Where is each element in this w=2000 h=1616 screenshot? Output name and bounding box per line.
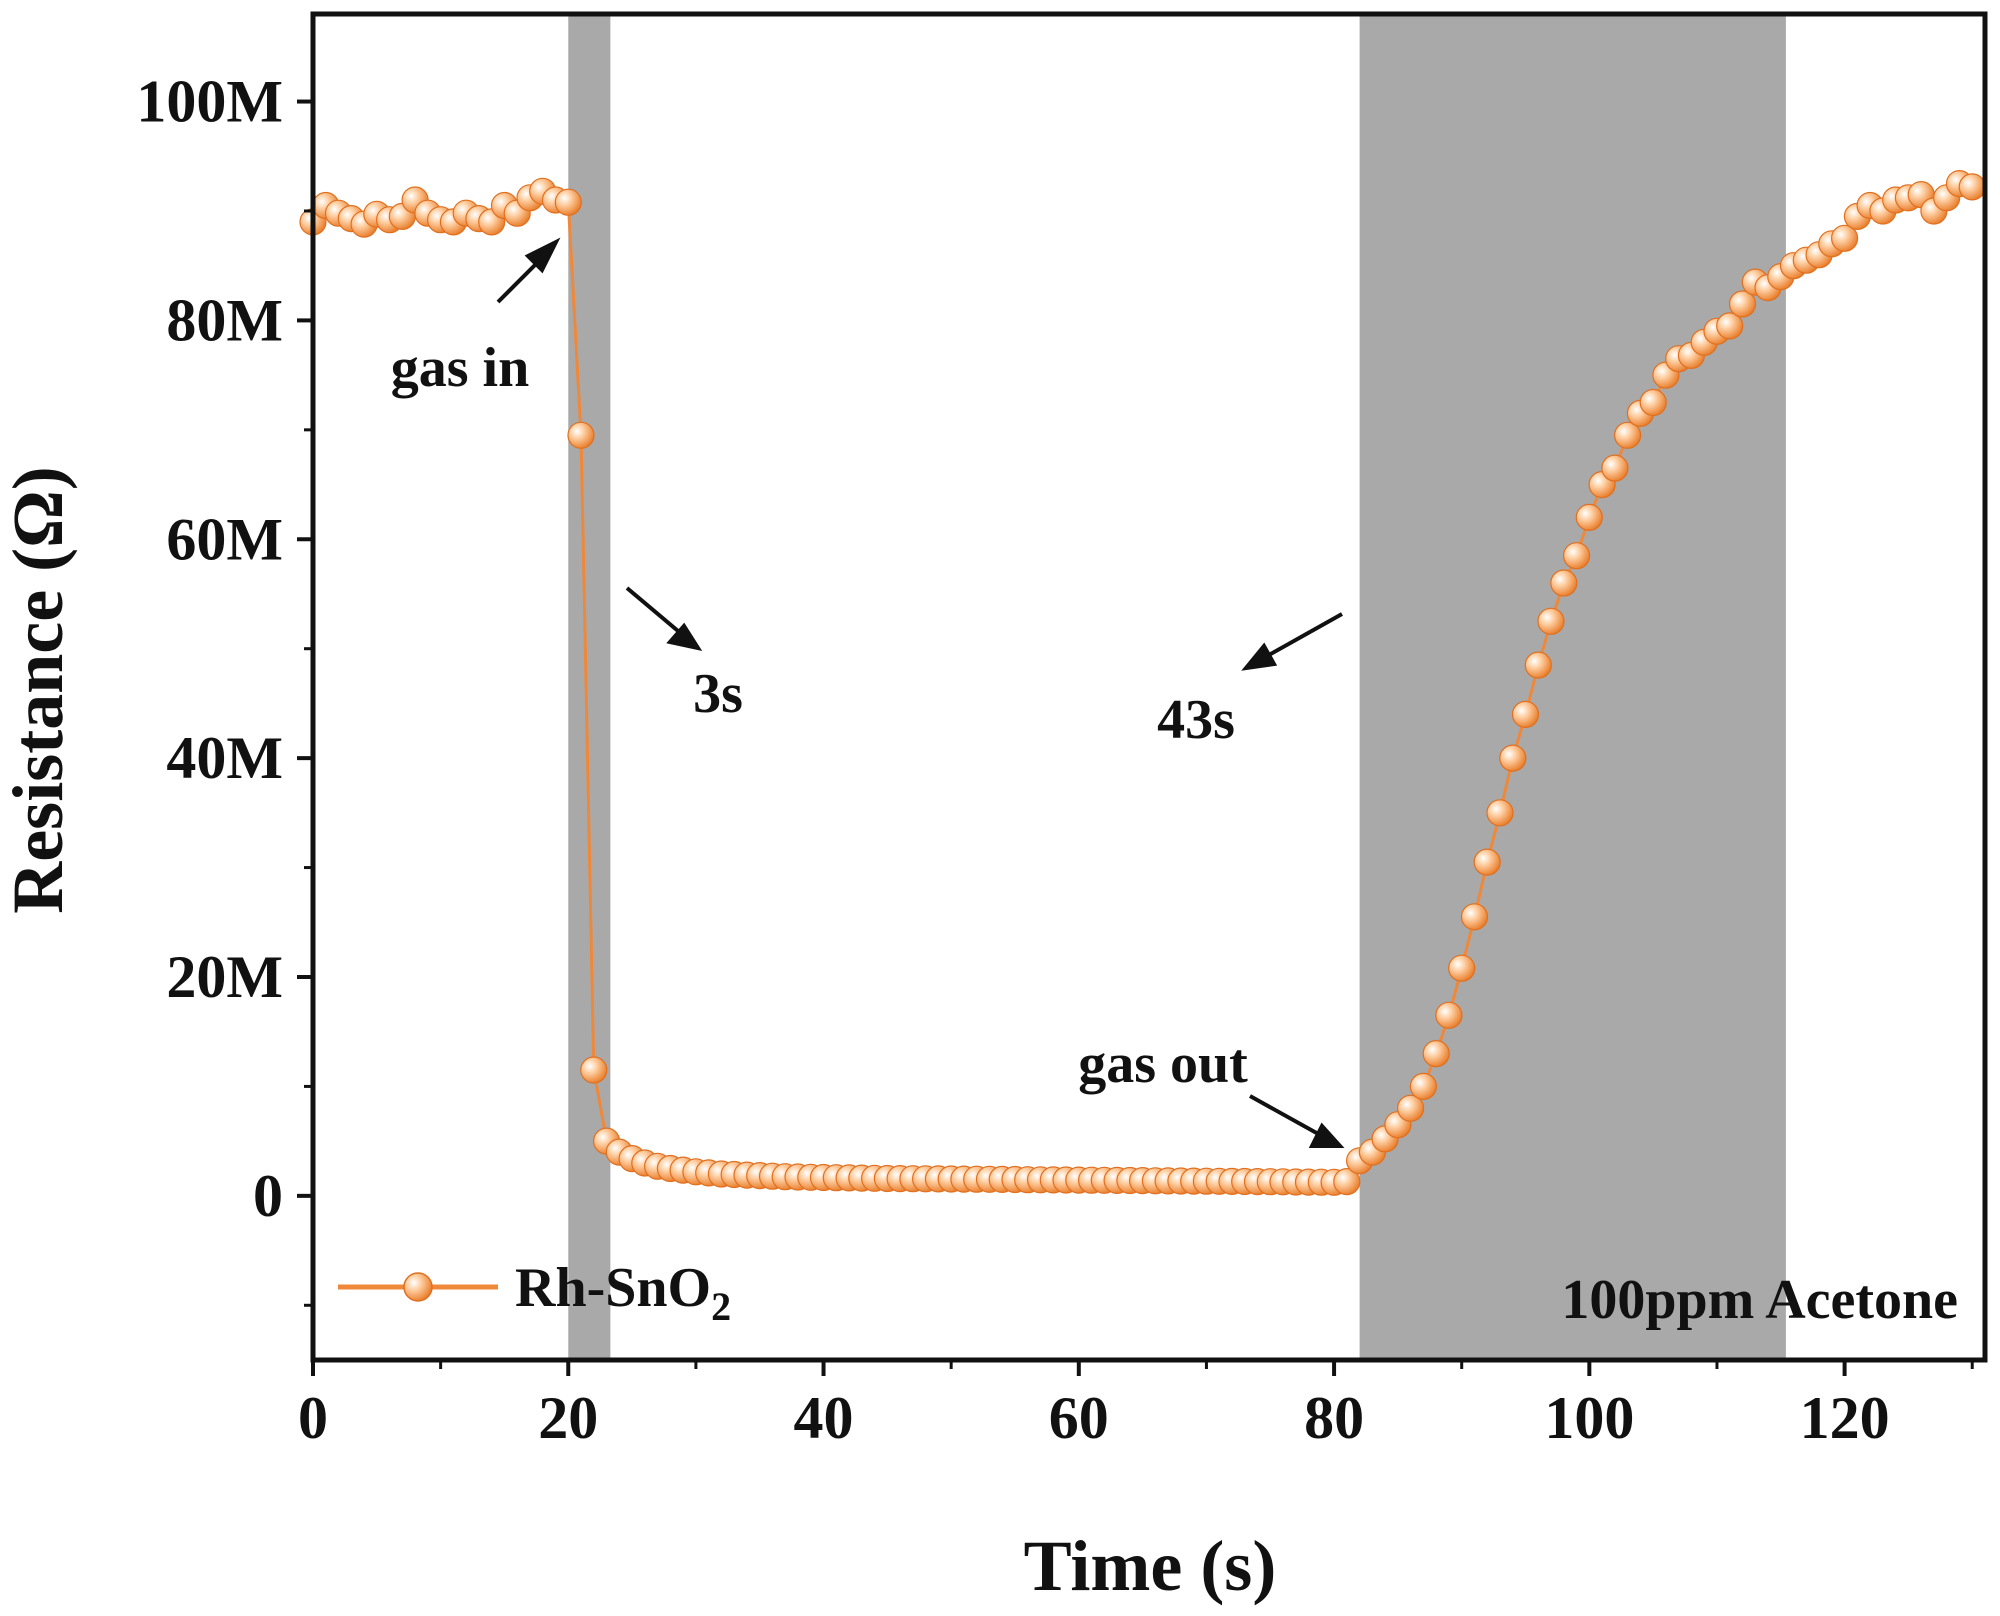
data-point xyxy=(1830,224,1859,252)
shaded-region-1 xyxy=(568,14,611,1360)
legend: Rh-SnO2 xyxy=(338,1257,731,1329)
shaded-regions xyxy=(568,14,1786,1360)
annotation-43s: 43s xyxy=(1157,689,1235,751)
data-point xyxy=(1613,421,1642,449)
legend-label-subscript: 2 xyxy=(711,1284,731,1329)
plot-frame xyxy=(310,11,1988,1363)
arrow-gas-in xyxy=(496,237,561,304)
legend-marker xyxy=(403,1272,433,1302)
arrow-43s xyxy=(1241,612,1343,671)
axis-ticks xyxy=(297,99,1974,1376)
data-point xyxy=(1409,1072,1438,1101)
x-tick-label: 100 xyxy=(1544,1385,1634,1451)
legend-label: Rh-SnO2 xyxy=(515,1257,731,1329)
y-tick-label: 20M xyxy=(166,944,283,1010)
x-tick-label: 40 xyxy=(794,1385,854,1451)
data-point xyxy=(1716,312,1744,340)
data-point xyxy=(1601,454,1629,482)
x-axis-title: Time (s) xyxy=(1024,1526,1277,1606)
x-tick-label: 120 xyxy=(1800,1385,1890,1451)
y-tick-label: 0 xyxy=(253,1163,283,1229)
series-layer xyxy=(299,170,1986,1196)
data-point xyxy=(1511,700,1540,729)
x-tick-label: 60 xyxy=(1049,1385,1109,1451)
data-point xyxy=(1728,290,1757,318)
y-tick-label: 80M xyxy=(166,287,283,353)
data-point xyxy=(1435,1001,1463,1029)
annotation-gas-out: gas out xyxy=(1078,1033,1248,1095)
x-tick-label: 20 xyxy=(538,1385,598,1451)
data-point xyxy=(1448,954,1476,982)
data-point xyxy=(1499,744,1527,772)
x-tick-label: 80 xyxy=(1304,1385,1364,1451)
annotation-gas-in: gas in xyxy=(391,337,530,399)
data-point xyxy=(1575,503,1603,532)
data-point xyxy=(1333,1167,1361,1196)
data-point xyxy=(1422,1039,1450,1068)
data-point xyxy=(1460,903,1489,931)
arrow-3s xyxy=(625,586,703,651)
data-point xyxy=(1550,569,1578,597)
data-point xyxy=(1486,799,1514,827)
arrow-gas-out xyxy=(1249,1094,1345,1148)
x-tick-labels: 0 20 40 60 80 100 120 xyxy=(298,1385,1890,1451)
data-point xyxy=(1473,848,1501,876)
data-point xyxy=(1524,651,1552,679)
data-point xyxy=(1562,542,1591,570)
data-point xyxy=(1639,388,1667,417)
shaded-region-2 xyxy=(1359,14,1786,1360)
legend-label-base: Rh-SnO xyxy=(515,1257,711,1319)
data-point xyxy=(567,421,595,449)
data-point xyxy=(1396,1094,1425,1122)
data-point xyxy=(580,1056,608,1084)
data-point xyxy=(1537,607,1565,635)
data-point xyxy=(554,188,582,216)
annotation-gas-label: 100ppm Acetone xyxy=(1561,1269,1958,1331)
y-tick-labels: 0 20M 40M 60M 80M 100M xyxy=(136,69,283,1229)
x-tick-label: 0 xyxy=(298,1385,328,1451)
y-tick-label: 40M xyxy=(166,725,283,791)
y-tick-label: 60M xyxy=(166,506,283,572)
data-point xyxy=(1958,173,1986,201)
y-axis-title: Resistance (Ω) xyxy=(0,466,78,914)
y-tick-label: 100M xyxy=(136,69,283,135)
annotation-3s: 3s xyxy=(693,663,743,725)
